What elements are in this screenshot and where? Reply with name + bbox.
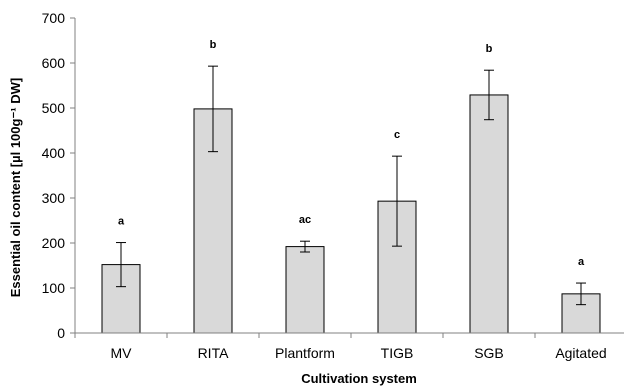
y-tick-label: 400 <box>42 145 66 161</box>
significance-label: b <box>210 39 217 51</box>
y-tick-label: 200 <box>42 235 66 251</box>
y-tick-label: 300 <box>42 190 66 206</box>
x-tick-label: SGB <box>474 345 504 361</box>
error-bars <box>116 65 586 306</box>
significance-label: a <box>118 216 125 228</box>
x-axis-ticks: MV RITA Plantform TIGB SGB Agitated <box>74 333 607 361</box>
x-tick-label: RITA <box>198 345 230 361</box>
significance-label: ac <box>299 214 311 226</box>
bar-plantform <box>285 246 325 334</box>
y-tick-label: 0 <box>57 325 65 341</box>
y-tick-label: 700 <box>42 10 66 26</box>
y-tick-label: 500 <box>42 100 66 116</box>
y-tick-label: 100 <box>42 280 66 296</box>
y-axis-title: Essential oil content [µl 100g⁻¹ DW] <box>8 78 23 298</box>
bars <box>101 94 601 334</box>
significance-label: b <box>486 43 493 55</box>
significance-label: a <box>578 256 585 268</box>
significance-label: c <box>394 129 400 141</box>
bar-sgb <box>469 94 509 334</box>
x-tick-label: MV <box>111 345 133 361</box>
y-axis-ticks: 0 100 200 300 400 500 600 700 <box>42 10 75 341</box>
x-axis-title: Cultivation system <box>301 371 417 386</box>
x-tick-label: TIGB <box>381 345 414 361</box>
significance-labels: a b ac c b a <box>118 39 585 268</box>
x-tick-label: Agitated <box>555 345 606 361</box>
y-tick-label: 600 <box>42 55 66 71</box>
x-tick-label: Plantform <box>275 345 335 361</box>
